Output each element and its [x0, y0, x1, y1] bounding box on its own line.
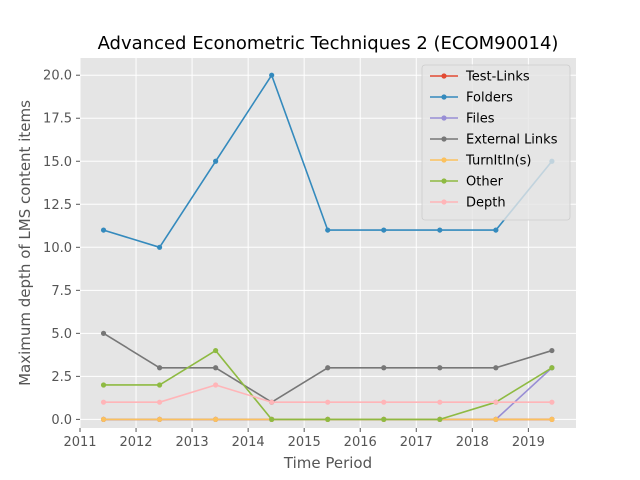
- data-point-folders: [100, 227, 107, 233]
- legend-label: TurnItIn(s): [465, 154, 531, 169]
- x-tick-label: 2015: [288, 435, 321, 450]
- y-tick-label: 0.0: [51, 413, 72, 428]
- data-point-external-links: [437, 365, 443, 371]
- data-point-external-links: [325, 365, 331, 371]
- data-point-turnitin-s: [156, 416, 163, 422]
- data-point-depth: [213, 382, 219, 388]
- data-point-other: [325, 416, 331, 422]
- legend-item: External Links: [430, 133, 558, 148]
- legend-label: Other: [466, 175, 504, 190]
- x-tick-label: 2018: [456, 435, 489, 450]
- data-point-turnitin-s: [213, 416, 219, 422]
- data-point-other: [269, 416, 275, 422]
- x-tick-label: 2019: [512, 435, 545, 450]
- legend: Test-Links Folders Files External Links Turn…: [421, 64, 571, 221]
- y-tick-label: 2.5: [51, 370, 72, 385]
- data-point-external-links: [381, 365, 387, 371]
- axis-ticks: 2011 2012 2013 2014 2015 2016 2017 2018 2019 0.0 2…: [43, 69, 545, 450]
- data-point-folders: [437, 227, 443, 233]
- data-point-external-links: [213, 365, 219, 371]
- legend-box: [421, 64, 571, 221]
- x-tick-label: 2017: [400, 435, 433, 450]
- data-point-turnitin-s: [100, 416, 107, 422]
- x-tick-label: 2013: [176, 435, 209, 450]
- data-point-depth: [325, 399, 331, 405]
- legend-marker: [441, 157, 447, 163]
- y-tick-label: 15.0: [43, 155, 72, 170]
- data-point-folders: [381, 227, 387, 233]
- legend-marker: [441, 115, 447, 121]
- data-point-depth: [156, 399, 163, 405]
- data-point-other: [549, 365, 555, 371]
- data-point-folders: [325, 227, 331, 233]
- legend-label: Folders: [466, 91, 513, 106]
- legend-item: TurnItIn(s): [430, 154, 531, 169]
- data-point-folders: [269, 72, 275, 78]
- legend-marker: [441, 136, 447, 142]
- y-tick-label: 20.0: [43, 69, 72, 84]
- y-axis-label: Maximum depth of LMS content items: [16, 100, 34, 386]
- legend-label: Files: [466, 112, 495, 127]
- legend-marker: [441, 199, 447, 205]
- legend-label: Depth: [466, 196, 506, 211]
- series-lines: [100, 72, 555, 422]
- data-point-depth: [493, 399, 499, 405]
- data-point-turnitin-s: [549, 416, 555, 422]
- legend-item: Files: [430, 112, 495, 127]
- data-point-folders: [493, 227, 499, 233]
- legend-item: Folders: [430, 91, 513, 106]
- series-external-links: [100, 330, 555, 405]
- legend-label: External Links: [466, 133, 558, 148]
- x-tick-label: 2016: [344, 435, 377, 450]
- data-point-depth: [381, 399, 387, 405]
- legend-item: Test-Links: [430, 70, 530, 85]
- legend-marker: [441, 178, 447, 184]
- legend-item: Depth: [430, 196, 506, 211]
- data-point-depth: [100, 399, 107, 405]
- y-tick-label: 7.5: [51, 284, 72, 299]
- data-point-other: [437, 416, 443, 422]
- data-point-external-links: [156, 365, 163, 371]
- x-tick-label: 2014: [232, 435, 265, 450]
- data-point-folders: [156, 244, 163, 250]
- data-point-other: [213, 347, 219, 354]
- y-tick-label: 10.0: [43, 241, 72, 256]
- data-point-other: [100, 382, 107, 388]
- x-tick-label: 2012: [119, 435, 152, 450]
- y-tick-label: 12.5: [43, 198, 72, 213]
- data-point-depth: [437, 399, 443, 405]
- data-point-turnitin-s: [493, 416, 499, 422]
- legend-marker: [441, 94, 447, 100]
- legend-marker: [441, 73, 447, 79]
- data-point-depth: [269, 399, 275, 405]
- x-tick-label: 2011: [63, 435, 96, 450]
- data-point-external-links: [549, 347, 555, 354]
- series-depth: [100, 382, 555, 405]
- legend-label: Test-Links: [465, 70, 530, 85]
- x-axis-label: Time Period: [283, 454, 372, 472]
- data-point-other: [156, 382, 163, 388]
- data-point-other: [381, 416, 387, 422]
- data-point-external-links: [493, 365, 499, 371]
- data-point-folders: [213, 158, 219, 164]
- legend-item: Other: [430, 175, 504, 190]
- data-point-external-links: [100, 330, 107, 336]
- chart-title: Advanced Econometric Techniques 2 (ECOM9…: [98, 33, 559, 54]
- y-tick-label: 5.0: [51, 327, 72, 342]
- data-point-depth: [549, 399, 555, 405]
- y-tick-label: 17.5: [43, 112, 72, 127]
